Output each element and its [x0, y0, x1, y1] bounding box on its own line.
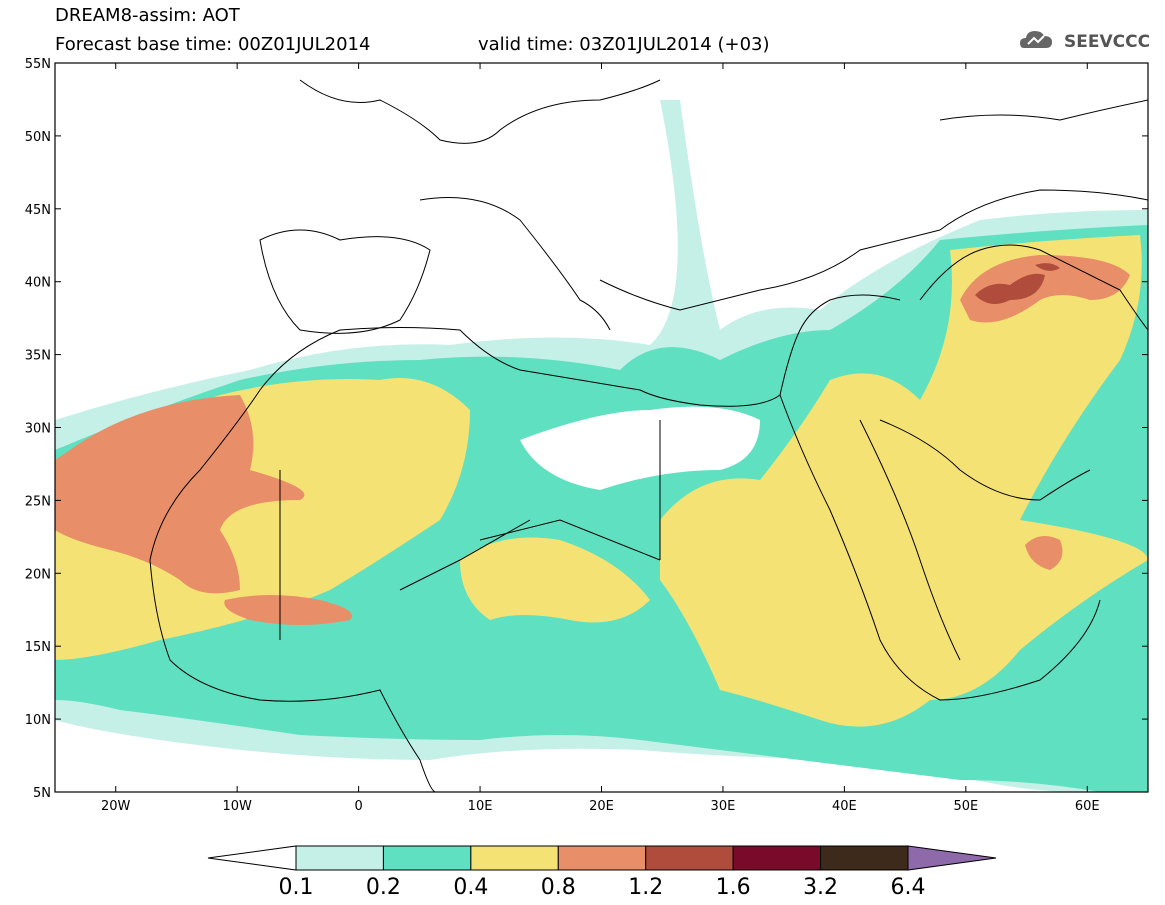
colorbar-label: 1.6	[716, 875, 751, 900]
lat-tick-label: 15N	[25, 640, 51, 655]
colorbar-bin	[557, 845, 647, 871]
lon-tick-label: 20W	[101, 799, 131, 814]
lon-tick-label: 50E	[953, 799, 978, 814]
cloud-logo-icon	[1020, 31, 1052, 48]
colorbar-bin	[732, 845, 822, 871]
lon-tick-label: 40E	[832, 799, 857, 814]
colorbar-label: 6.4	[891, 875, 926, 900]
lat-tick-label: 35N	[25, 349, 51, 364]
coastlines	[149, 79, 1148, 792]
valid-time-label: valid time: 03Z01JUL2014 (+03)	[478, 34, 770, 55]
lon-tick-label: 10E	[468, 799, 493, 814]
aot-band-1.2	[975, 273, 1045, 304]
aot-band-0.8	[1025, 536, 1063, 570]
colorbar-label: 0.2	[366, 875, 401, 900]
colorbar-bin	[295, 845, 384, 871]
longitude-axis: 20W 10W 0 10E 20E 30E 40E 50E 60E	[101, 63, 1100, 814]
colorbar-bin	[470, 845, 559, 871]
logo-text: SEEVCCC	[1064, 32, 1151, 52]
lon-tick-label: 10W	[222, 799, 252, 814]
aot-clean-region	[520, 406, 760, 490]
lat-tick-label: 25N	[25, 494, 51, 509]
lon-tick-label: 20E	[589, 799, 614, 814]
lon-tick-label: 60E	[1075, 799, 1100, 814]
colorbar-label: 1.2	[628, 875, 663, 900]
lon-tick-label: 30E	[711, 799, 736, 814]
colorbar-over-triangle	[907, 845, 997, 871]
colorbar-bin	[645, 845, 734, 871]
lat-tick-label: 40N	[25, 276, 51, 291]
colorbar-label: 0.4	[453, 875, 488, 900]
latitude-axis: 55N 50N 45N 40N 35N 30N 25N 20N 15N 10N 5N	[25, 57, 1148, 801]
colorbar-bins	[207, 845, 997, 871]
lat-tick-label: 45N	[25, 203, 51, 218]
title-line-2: Forecast base time: 00Z01JUL2014	[55, 34, 371, 55]
aot-band-0.8	[960, 255, 1130, 323]
colorbar: 0.1 0.2 0.4 0.8 1.2 1.6 3.2 6.4	[207, 845, 997, 900]
aot-map: 55N 50N 45N 40N 35N 30N 25N 20N 15N 10N 5N 20W 10W 0…	[25, 57, 1149, 814]
lat-tick-label: 30N	[25, 422, 51, 437]
aot-band-1.2	[1035, 263, 1060, 271]
colorbar-label: 0.1	[279, 875, 314, 900]
lat-tick-label: 10N	[25, 713, 51, 728]
colorbar-labels: 0.1 0.2 0.4 0.8 1.2 1.6 3.2 6.4	[279, 875, 926, 900]
colorbar-bin	[382, 845, 472, 871]
colorbar-under-triangle	[207, 845, 297, 871]
lat-tick-label: 55N	[25, 57, 51, 72]
aot-band-0.8	[224, 595, 352, 625]
lat-tick-label: 50N	[25, 130, 51, 145]
colorbar-bin	[820, 845, 909, 871]
aot-fields	[55, 100, 1148, 792]
aot-band-0.4	[460, 537, 650, 623]
colorbar-label: 3.2	[803, 875, 838, 900]
aot-band-0.4	[660, 235, 1148, 727]
lat-tick-label: 5N	[33, 786, 51, 801]
title-line-1: DREAM8-assim: AOT	[55, 5, 240, 26]
lat-tick-label: 20N	[25, 567, 51, 582]
colorbar-label: 0.8	[541, 875, 576, 900]
lon-tick-label: 0	[354, 799, 362, 814]
